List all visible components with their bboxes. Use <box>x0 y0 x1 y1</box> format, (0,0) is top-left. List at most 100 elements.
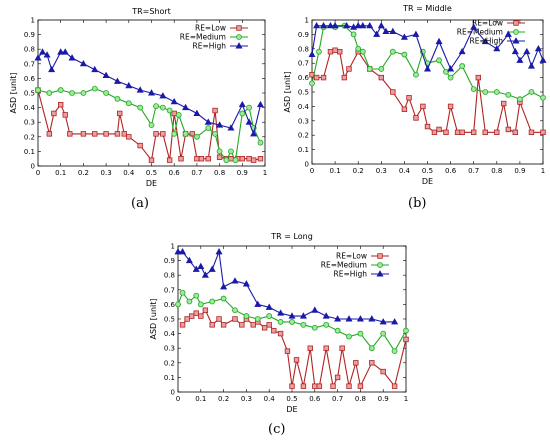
data-point-square <box>341 74 348 81</box>
x-tick-label: 0.8 <box>355 395 366 403</box>
data-point-triangle <box>516 56 524 63</box>
data-point-square <box>193 310 199 316</box>
legend-marker-square <box>377 253 383 259</box>
data-point-triangle <box>354 21 362 29</box>
data-point-triangle <box>174 248 182 255</box>
data-point-square <box>475 74 482 81</box>
x-tick-label: 1 <box>404 395 408 403</box>
data-point-square <box>178 155 184 162</box>
data-point-circle <box>171 130 178 137</box>
data-point-circle <box>493 89 500 95</box>
y-axis-label: ASD [unit] <box>283 72 292 113</box>
data-point-circle <box>311 324 318 331</box>
data-point-square <box>380 368 386 375</box>
data-point-square <box>300 383 307 389</box>
chart-panel-c: TR = Long 0 0.1 0.2 0.3 0.4 0.5 0.6 0.7 0.8 0.9 1 0 0… <box>138 222 413 444</box>
data-point-square <box>212 107 218 114</box>
x-tick-label: 0.7 <box>332 395 343 403</box>
data-point-triangle <box>193 109 201 116</box>
data-point-circle <box>228 148 234 155</box>
data-point-triangle <box>231 277 239 284</box>
y-tick-label: 0 <box>305 161 309 169</box>
y-tick-label: 0.1 <box>298 146 309 154</box>
legend-marker-circle <box>513 29 519 35</box>
data-point-triangle <box>511 47 519 55</box>
data-point-square <box>62 112 68 118</box>
data-point-triangle <box>311 306 319 313</box>
data-point-triangle <box>43 51 51 58</box>
data-point-square <box>216 316 222 322</box>
data-point-circle <box>46 90 53 96</box>
data-point-square <box>239 155 245 162</box>
data-point-circle <box>35 87 41 93</box>
data-point-square <box>121 131 127 137</box>
data-point-triangle <box>527 62 535 69</box>
data-point-circle <box>482 89 489 95</box>
data-point-circle <box>223 157 230 164</box>
y-tick-label: 0.9 <box>24 31 35 39</box>
data-point-square <box>284 348 291 354</box>
legend-marker-square <box>236 25 242 31</box>
y-tick-label: 0.9 <box>298 31 309 39</box>
y-tick-label: 0.7 <box>24 60 35 68</box>
data-point-triangle <box>159 92 167 99</box>
data-point-circle <box>300 321 307 328</box>
panel-a-sublabel: (a) <box>131 196 149 211</box>
data-point-circle <box>277 319 284 325</box>
chart-panel-b: TR = Middle 0 0.1 0.2 0.3 0.4 0.5 0.6 0.7 0.8 0.9 1… <box>275 0 550 222</box>
chart-a-svg: TR=Short 0 0.1 0.2 0.3 0.4 0.5 0.6 0.7 0.8 0.9 1 0 0.… <box>9 7 267 188</box>
data-point-circle <box>357 330 364 337</box>
data-point-triangle <box>391 318 399 325</box>
data-point-square <box>505 126 512 133</box>
y-tick-label: 0.5 <box>298 89 309 97</box>
data-point-triangle <box>215 248 223 255</box>
data-point-triangle <box>288 312 296 319</box>
y-tick-label: 1 <box>171 243 175 251</box>
data-point-square <box>67 131 73 137</box>
chart-b-svg: TR = Middle 0 0.1 0.2 0.3 0.4 0.5 0.6 0.7 0.8 0.9 1… <box>283 4 547 186</box>
data-point-square <box>51 110 57 117</box>
data-point-square <box>194 155 200 162</box>
data-point-triangle <box>343 21 351 29</box>
data-point-triangle <box>125 81 133 89</box>
y-tick-label: 0.1 <box>164 374 175 382</box>
data-point-circle <box>366 66 373 72</box>
data-point-triangle <box>423 65 432 72</box>
data-point-circle <box>220 295 227 302</box>
data-point-circle <box>239 110 246 117</box>
data-point-triangle <box>57 48 65 55</box>
data-point-triangle <box>299 312 307 319</box>
data-point-triangle <box>254 300 262 307</box>
y-tick-label: 0.7 <box>164 286 175 294</box>
data-point-triangle <box>102 71 110 78</box>
data-point-square <box>137 142 143 149</box>
y-tick-label: 0.2 <box>164 359 175 367</box>
data-point-circle <box>316 48 322 55</box>
legend-label: RE=Medium <box>180 33 226 42</box>
data-point-triangle <box>523 47 531 55</box>
data-point-square <box>330 383 336 389</box>
y-tick-label: 0.8 <box>298 45 309 53</box>
data-point-square <box>126 134 132 140</box>
data-point-triangle <box>481 37 489 45</box>
legend-marker-circle <box>236 34 242 40</box>
y-tick-label: 0.9 <box>164 257 175 265</box>
data-point-square <box>482 129 488 136</box>
y-tick-label: 0.3 <box>24 119 35 127</box>
x-tick-label: 0.8 <box>214 169 225 177</box>
data-point-square <box>250 157 257 163</box>
x-tick-label: 0.9 <box>378 395 389 403</box>
data-point-circle <box>186 298 193 305</box>
data-point-square <box>424 123 431 130</box>
data-point-square <box>316 383 323 389</box>
data-point-circle <box>346 333 352 340</box>
data-point-triangle <box>334 315 342 322</box>
data-point-triangle <box>320 21 328 29</box>
data-point-square <box>390 89 396 95</box>
data-point-square <box>209 322 215 328</box>
y-tick-label: 0.5 <box>164 316 175 324</box>
data-point-triangle <box>389 27 397 35</box>
y-tick-label: 0.7 <box>298 60 309 68</box>
data-point-triangle <box>359 21 367 29</box>
y-tick-label: 0.6 <box>164 301 176 309</box>
